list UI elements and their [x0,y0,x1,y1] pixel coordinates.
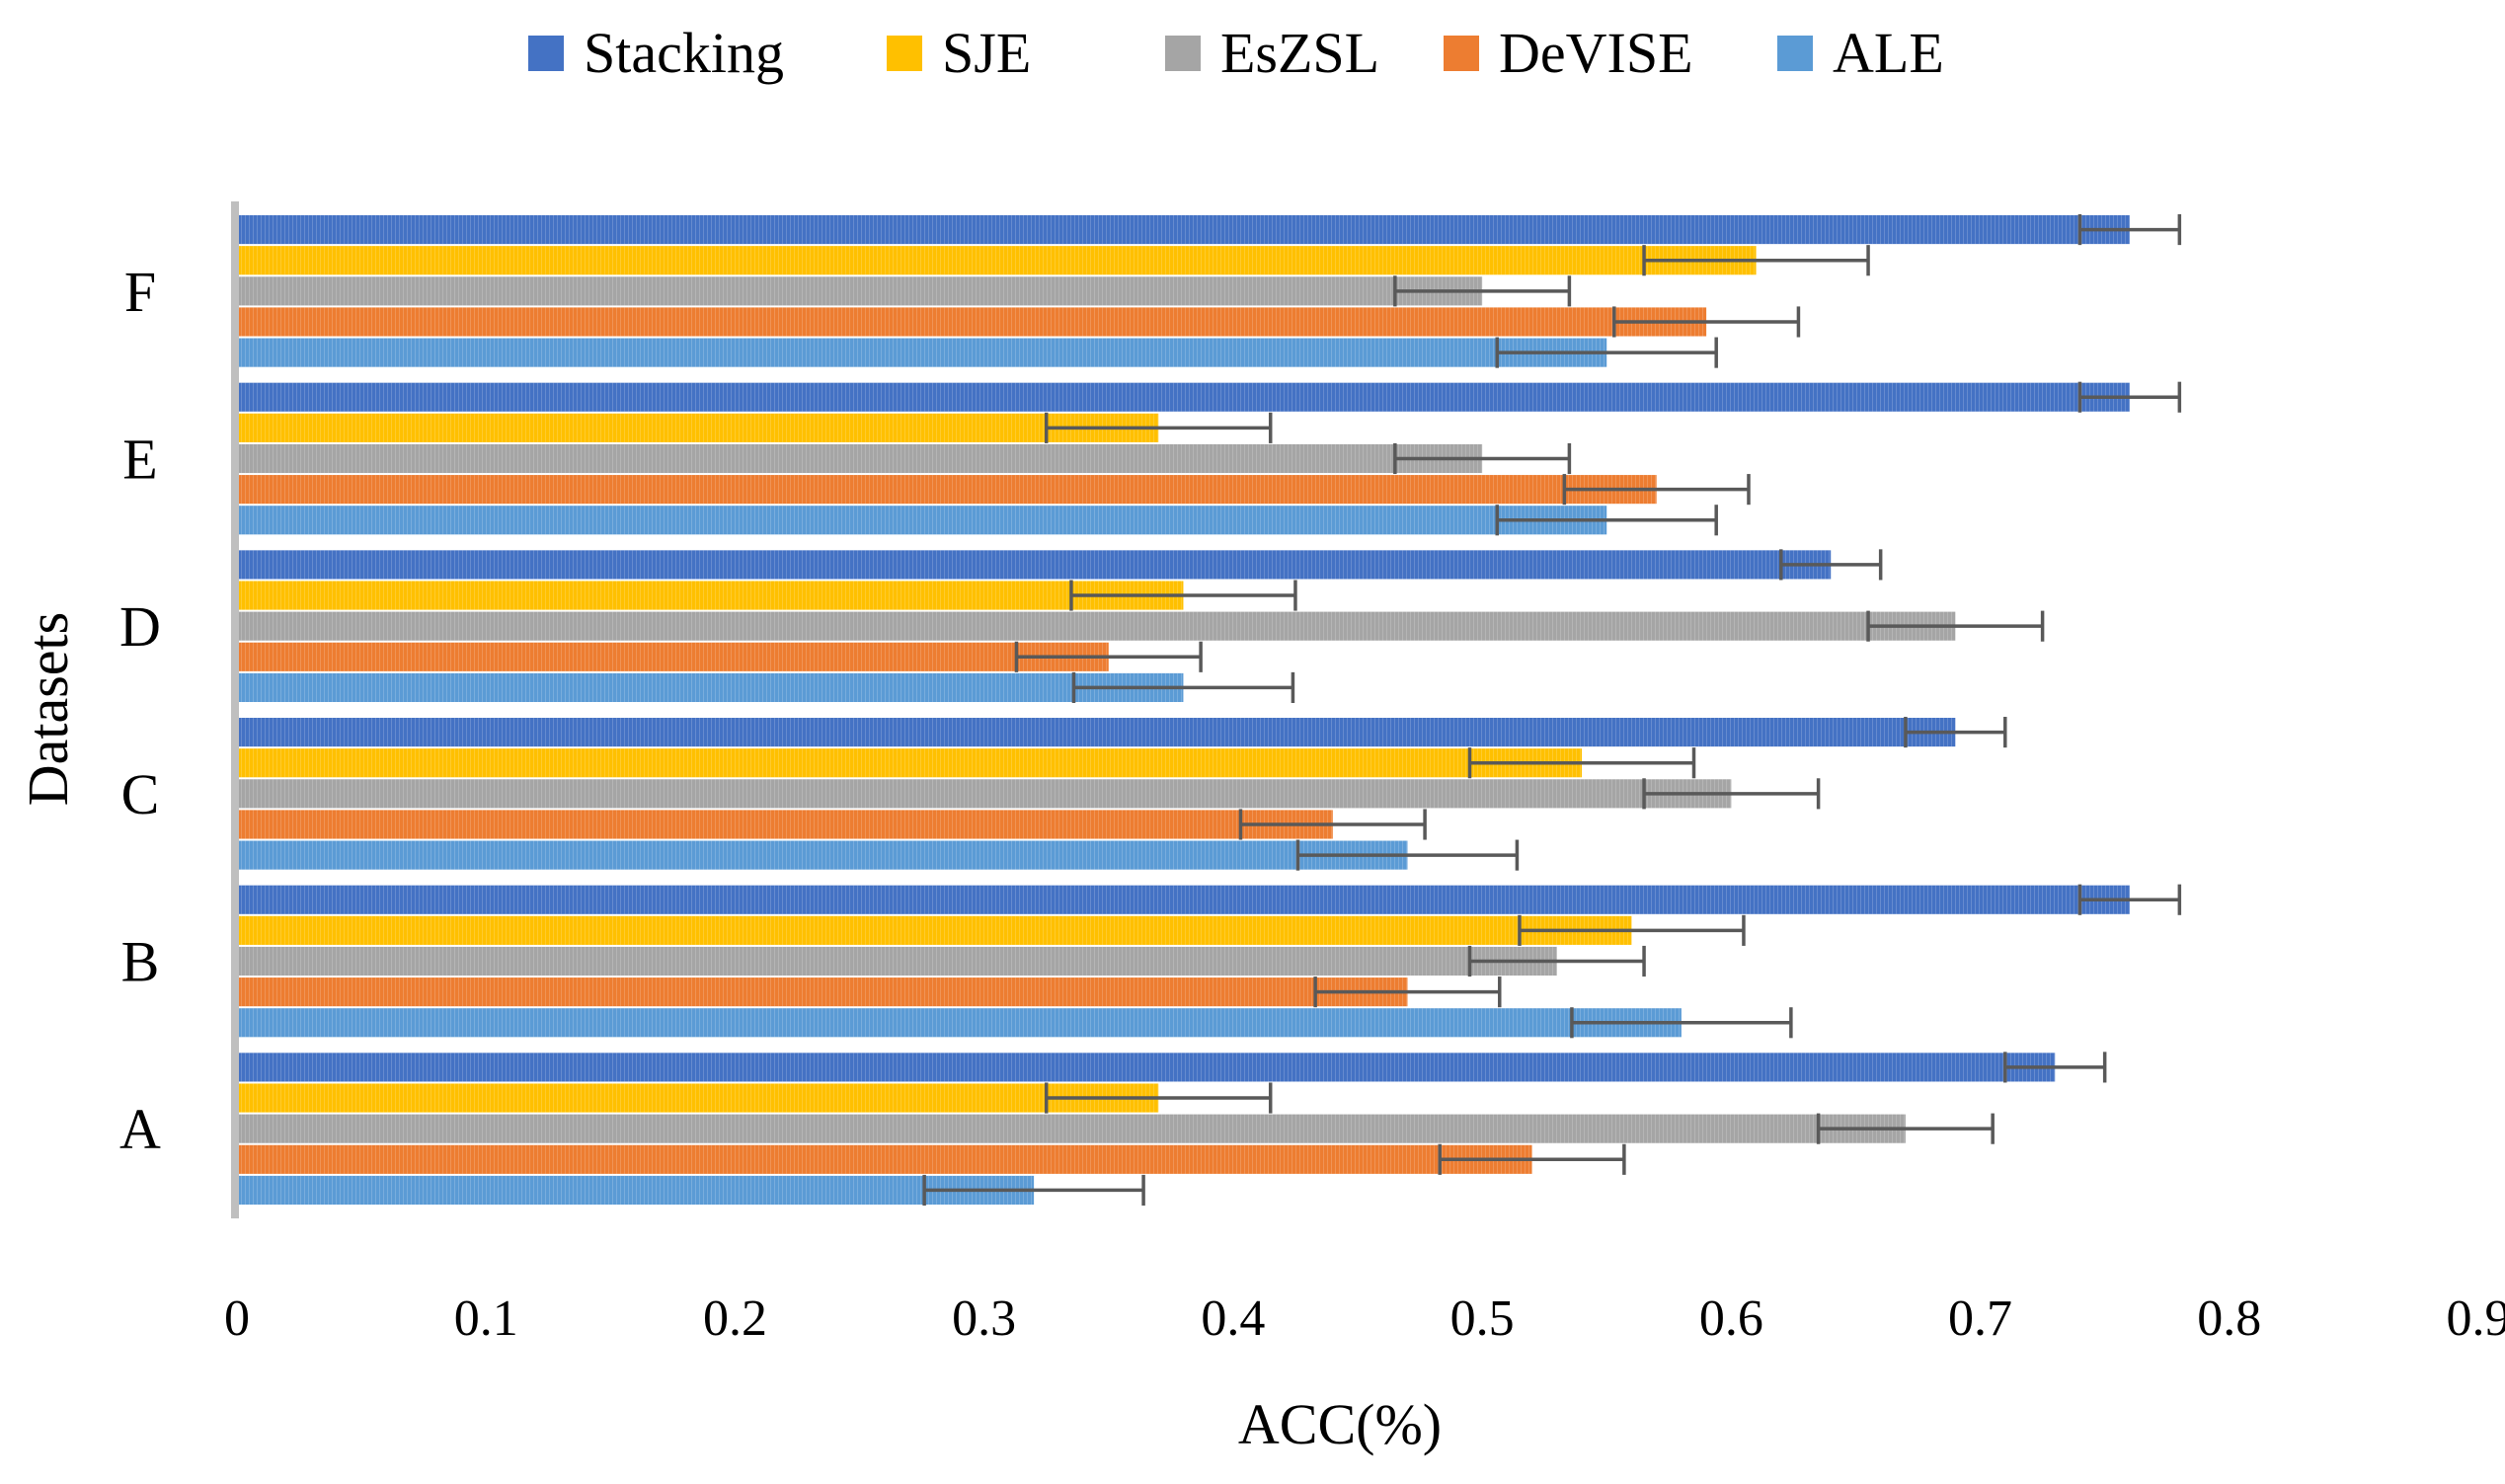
error-bar-B-stacking [2077,884,2182,915]
error-bar-A-eszsl [1816,1113,1995,1144]
error-bar-A-stacking [2003,1052,2107,1083]
category-label-C: C [121,762,160,826]
legend: Stacking SJE EsZSL DeVISE ALE [528,21,1944,85]
legend-item-ale: ALE [1777,21,1944,85]
error-bar-C-ale [1295,839,1520,871]
legend-item-devise: DeVISE [1444,21,1693,85]
legend-swatch-eszsl [1165,36,1201,71]
bar-texture-F-eszsl [237,276,1483,306]
bar-texture-C-ale [237,840,1408,870]
error-bar-B-eszsl [1467,945,1646,977]
error-bar-F-devise [1612,306,1801,338]
error-bar-B-devise [1313,976,1502,1008]
bar-texture-A-sje [237,1083,1159,1113]
error-bar-E-ale [1495,505,1718,536]
error-bar-F-sje [1642,245,1870,276]
bar-texture-D-devise [237,642,1109,671]
bar-texture-A-stacking [237,1053,2056,1082]
bar-texture-B-sje [237,915,1632,945]
y-axis-title: Datasets [16,612,80,807]
x-tick-label: 0.3 [952,1290,1016,1347]
bar-texture-D-stacking [237,550,1832,580]
bar-texture-E-sje [237,413,1159,442]
legend-item-stacking: Stacking [528,21,784,85]
error-bar-E-stacking [2077,381,2182,413]
error-bar-C-eszsl [1642,778,1821,810]
category-label-E: E [122,428,157,492]
bar-texture-B-eszsl [237,946,1557,976]
legend-item-eszsl: EsZSL [1165,21,1379,85]
bar-texture-D-ale [237,672,1184,702]
legend-label-ale: ALE [1833,21,1944,85]
x-tick-label: 0.1 [454,1290,518,1347]
error-bars-group [922,214,2182,1206]
legend-swatch-ale [1777,36,1813,71]
category-label-B: B [121,930,160,994]
error-bar-C-sje [1467,747,1696,779]
legend-swatch-devise [1444,36,1479,71]
x-tick-label: 0.6 [1699,1290,1763,1347]
error-bar-D-devise [1014,641,1203,672]
x-tick-label: 0.9 [2447,1290,2505,1347]
error-bar-C-stacking [1904,717,2007,748]
x-axis-ticks: 0 0.1 0.2 0.3 0.4 0.5 0.6 0.7 0.8 0.9 [224,1290,2505,1347]
x-tick-label: 0.8 [2197,1290,2261,1347]
bar-texture-F-devise [237,307,1707,337]
x-axis-title: ACC(%) [1238,1392,1442,1456]
error-bar-A-sje [1044,1082,1273,1114]
bar-texture-C-devise [237,810,1333,839]
legend-item-sje: SJE [887,21,1031,85]
legend-swatch-sje [887,36,922,71]
error-bar-D-eszsl [1866,610,2045,642]
bar-texture-F-sje [237,246,1757,275]
bars-group [237,215,2130,1205]
bar-texture-B-stacking [237,885,2130,914]
category-label-A: A [119,1097,161,1161]
x-tick-label: 0.2 [703,1290,767,1347]
bar-texture-C-sje [237,748,1582,778]
error-bar-F-stacking [2077,214,2182,246]
error-bar-E-eszsl [1393,442,1572,475]
error-bar-D-ale [1071,671,1295,703]
error-bar-D-sje [1069,580,1297,611]
error-bar-D-stacking [1779,549,1883,581]
error-bar-B-sje [1518,914,1746,946]
bar-texture-C-stacking [237,718,1956,747]
bar-texture-B-devise [237,977,1408,1007]
bar-texture-B-ale [237,1008,1682,1038]
category-label-D: D [119,594,161,659]
bar-texture-A-devise [237,1144,1532,1174]
y-axis-categories: A B C D E F [119,260,161,1161]
bar-texture-D-eszsl [237,611,1956,641]
error-bar-A-ale [922,1174,1145,1206]
bar-texture-A-eszsl [237,1114,1906,1143]
bar-texture-F-stacking [237,215,2130,245]
error-bar-F-ale [1495,337,1718,368]
error-bar-E-devise [1562,474,1751,506]
bar-texture-A-ale [237,1175,1035,1205]
error-bar-E-sje [1044,412,1273,443]
bar-texture-F-ale [237,338,1607,367]
legend-label-stacking: Stacking [584,21,784,85]
bar-texture-C-eszsl [237,779,1732,809]
bar-texture-E-eszsl [237,443,1483,474]
x-tick-label: 0 [224,1290,250,1347]
legend-label-devise: DeVISE [1499,21,1693,85]
legend-label-eszsl: EsZSL [1220,21,1379,85]
legend-swatch-stacking [528,36,564,71]
category-label-F: F [124,260,156,324]
x-tick-label: 0.4 [1201,1290,1265,1347]
x-tick-label: 0.5 [1450,1290,1515,1347]
error-bar-A-devise [1438,1143,1626,1175]
error-bar-C-devise [1238,809,1427,840]
bar-texture-D-sje [237,581,1184,610]
legend-label-sje: SJE [942,21,1031,85]
error-bar-B-ale [1570,1007,1793,1039]
error-bar-F-eszsl [1393,275,1572,307]
bar-texture-E-devise [237,475,1657,505]
bar-texture-E-stacking [237,382,2130,412]
bar-texture-E-ale [237,506,1607,535]
x-tick-label: 0.7 [1948,1290,2012,1347]
